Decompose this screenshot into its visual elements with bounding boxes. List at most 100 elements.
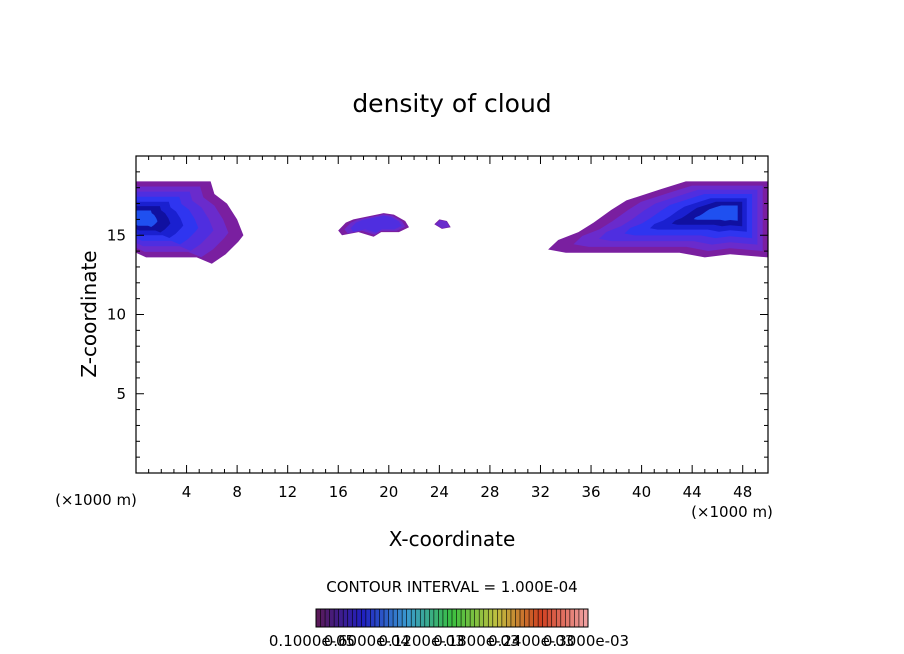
cloud-region-middle-cloud-1 — [338, 213, 409, 237]
colorbar-swatch — [393, 609, 398, 627]
x-axis-label: X-coordinate — [389, 527, 516, 551]
chart-title: density of cloud — [352, 89, 551, 118]
colorbar-swatch — [338, 609, 344, 627]
colorbar-swatch — [402, 609, 407, 627]
colorbar-swatch — [456, 609, 462, 627]
x-tick-label: 40 — [632, 483, 651, 501]
colorbar-swatch — [565, 609, 571, 627]
colorbar-swatch — [429, 609, 435, 627]
cloud-regions — [136, 181, 768, 264]
x-tick-label: 4 — [182, 483, 192, 501]
colorbar-swatch — [415, 609, 421, 627]
colorbar-swatch — [442, 609, 448, 627]
x-tick-label: 28 — [480, 483, 499, 501]
colorbar-swatch — [510, 609, 516, 627]
colorbar-label: 0.1200e-03 — [378, 632, 464, 650]
colorbar-swatch — [356, 609, 362, 627]
contour-band — [136, 210, 158, 227]
colorbar-swatch — [529, 609, 534, 627]
colorbar-swatch — [447, 609, 453, 627]
contour-band — [350, 215, 402, 233]
colorbar-swatch — [411, 609, 417, 627]
colorbar-swatch — [520, 609, 525, 627]
x-unit-left: (×1000 m) — [55, 491, 137, 509]
colorbar-label: 0.3000e-03 — [543, 632, 629, 650]
y-tick-label: 15 — [107, 226, 126, 244]
colorbar-swatch — [329, 609, 335, 627]
colorbar-swatch — [406, 609, 412, 627]
x-unit-right: (×1000 m) — [691, 503, 773, 521]
x-tick-label: 24 — [430, 483, 449, 501]
colorbar-swatch — [334, 609, 339, 627]
colorbar-swatch — [547, 609, 553, 627]
colorbar-swatch — [497, 609, 503, 627]
colorbar-swatch — [474, 609, 480, 627]
colorbar-swatch — [397, 609, 403, 627]
contour-interval: CONTOUR INTERVAL = 1.000E-04 — [326, 578, 577, 596]
colorbar-swatch — [374, 609, 380, 627]
colorbar-swatch — [488, 609, 494, 627]
colorbar-swatch — [551, 609, 557, 627]
colorbar-swatch — [352, 609, 358, 627]
colorbar-swatch — [560, 609, 566, 627]
colorbar-swatch — [347, 609, 353, 627]
cloud-region-right-cloud — [548, 181, 768, 258]
y-tick-label: 10 — [107, 306, 126, 324]
colorbar-swatch — [325, 609, 330, 627]
colorbar-swatch — [542, 609, 548, 627]
colorbar-label: 0.6000e-04 — [324, 632, 410, 650]
colorbar-swatch — [388, 609, 394, 627]
colorbar-swatch — [538, 609, 543, 627]
colorbar-swatch — [483, 609, 489, 627]
colorbar-swatch — [533, 609, 539, 627]
colorbar-swatch — [438, 609, 444, 627]
colorbar-swatch — [433, 609, 439, 627]
colorbar-labels: 0.1000e-050.6000e-040.1200e-030.1800e-03… — [269, 632, 629, 650]
x-tick-label: 12 — [278, 483, 297, 501]
colorbar-swatch — [461, 609, 466, 627]
colorbar-label: 0.1000e-05 — [269, 632, 355, 650]
colorbar-swatch — [316, 609, 321, 627]
colorbar-swatch — [583, 609, 589, 627]
colorbar-swatch — [515, 609, 521, 627]
cloud-region-left-cloud — [136, 181, 244, 264]
colorbar-swatch — [361, 609, 367, 627]
colorbar-swatch — [492, 609, 498, 627]
x-tick-label: 48 — [733, 483, 752, 501]
x-tick-label: 32 — [531, 483, 550, 501]
colorbar-swatch — [506, 609, 512, 627]
colorbar-swatch — [365, 609, 371, 627]
x-tick-label: 20 — [379, 483, 398, 501]
colorbar-swatch — [320, 609, 326, 627]
x-tick-label: 44 — [683, 483, 702, 501]
contour-band — [693, 205, 738, 221]
colorbar-swatch — [574, 609, 580, 627]
cloud-region-middle-cloud-2 — [434, 219, 451, 229]
colorbar-label: 0.2400e-03 — [488, 632, 574, 650]
colorbar-swatch — [470, 609, 475, 627]
colorbar — [315, 608, 589, 628]
colorbar-swatch — [420, 609, 426, 627]
colorbar-swatch — [452, 609, 457, 627]
contour-band — [435, 220, 450, 229]
x-tick-label: 8 — [232, 483, 242, 501]
x-tick-label: 16 — [329, 483, 348, 501]
colorbar-swatch — [370, 609, 376, 627]
colorbar-frame — [315, 608, 589, 628]
colorbar-swatch — [424, 609, 430, 627]
colorbar-swatch — [556, 609, 562, 627]
y-axis-label: Z-coordinate — [77, 250, 101, 377]
colorbar-swatch — [578, 609, 584, 627]
colorbar-swatch — [465, 609, 471, 627]
colorbar-label: 0.1800e-03 — [433, 632, 519, 650]
colorbar-swatch — [479, 609, 485, 627]
x-tick-label: 36 — [581, 483, 600, 501]
colorbar-swatch — [569, 609, 575, 627]
colorbar-swatch — [384, 609, 389, 627]
y-tick-label: 5 — [116, 385, 126, 403]
colorbar-swatch — [343, 609, 349, 627]
colorbar-swatch — [501, 609, 507, 627]
colorbar-swatch — [524, 609, 530, 627]
